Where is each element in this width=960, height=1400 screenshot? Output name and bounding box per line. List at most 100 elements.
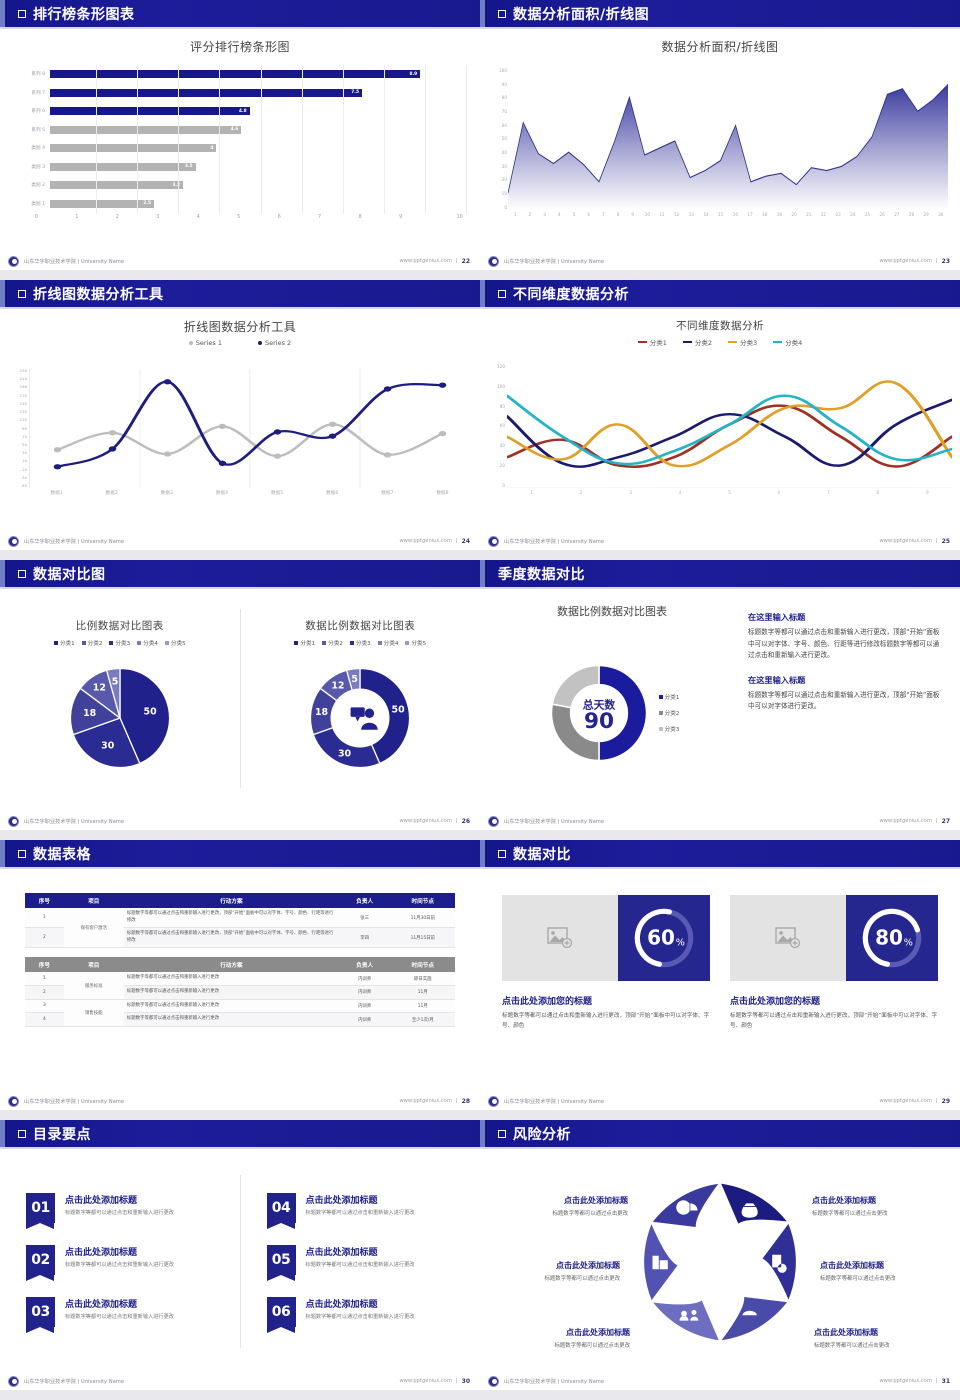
slide-thumbnail-30[interactable]: 目录要点 01 点击此处添加标题 标题数字等都可以通过点击和重新输入进行更改 02 点击… [0, 1120, 480, 1400]
line-y-axis: 230 210 190 170 150 130 110 90 70 50 30 10 -10 -30 -50 [10, 369, 27, 488]
legend-label: 分类3 [115, 641, 131, 647]
slide-thumbnail-24[interactable]: 折线图数据分析工具 折线图数据分析工具 Series 1 Series 2 230… [0, 280, 480, 560]
bar-value-label: 4.6 [230, 127, 239, 133]
agenda-item[interactable]: 02 点击此处添加标题 标题数字等都可以通过点击和重新输入进行更改 [26, 1245, 226, 1281]
slide-thumbnail-28[interactable]: 数据表格 序号 项目 行动方案 负责人 时间节点 1 保有客户激活 标题数字等都可以通过点击和… [0, 840, 480, 1120]
line-y-tick: 110 [19, 417, 27, 423]
coins-document-icon [772, 1254, 787, 1273]
legend-label: 分类1 [649, 339, 667, 347]
table-header-row: 序号 项目 行动方案 负责人 时间节点 [25, 957, 455, 973]
comparison-card[interactable]: 60% 点击此处添加您的标题 标题数字等都可以通过点击和重新输入进行更改，顶部“… [502, 895, 710, 1068]
bar-value-label: 2.5 [143, 201, 151, 207]
area-chart: 100 90 80 70 60 50 40 30 20 10 0 [492, 68, 948, 228]
risk-label-1: 点击此处添加标题 标题数字等都可以通过点击更改 [488, 1195, 628, 1217]
line-plot [29, 369, 470, 488]
slide-thumbnail-23[interactable]: 数据分析面积/折线图 数据分析面积/折线图 100 90 80 70 60 50 40 30 2… [480, 0, 960, 280]
bar-value-label: 3.2 [172, 182, 181, 188]
agenda-item[interactable]: 05 点击此处添加标题 标题数字等都可以通过点击和重新输入进行更改 [266, 1245, 467, 1281]
table-row: 2 标题数字等都可以通过点击和重新输入进行更改，顶部“开始”面板中可以对字体、字号… [25, 927, 455, 949]
agenda-heading: 点击此处添加标题 [305, 1248, 378, 1258]
slide-footer: 山东华宇职业技术学院 | University Name www.pptgeni… [480, 532, 960, 550]
agenda-item[interactable]: 03 点击此处添加标题 标题数字等都可以通过点击和重新输入进行更改 [26, 1297, 226, 1333]
slide-header: 排行榜条形图表 [0, 0, 480, 27]
table-column-header: 行动方案 [123, 893, 339, 908]
line-y-tick: 210 [19, 376, 27, 382]
slide-header: 数据分析面积/折线图 [480, 0, 960, 27]
slide-body: 60% 点击此处添加您的标题 标题数字等都可以通过点击和重新输入进行更改，顶部“… [480, 869, 960, 1090]
bar-row: 类别 3 3.5 [14, 158, 466, 177]
slide-thumbnail-27[interactable]: 季度数据对比 数据比例数据对比图表 总天数 90 分类1 分类2 分类3 在这里输入标… [480, 560, 960, 840]
agenda-item[interactable]: 04 点击此处添加标题 标题数字等都可以通过点击和重新输入进行更改 [266, 1193, 467, 1229]
image-placeholder-icon[interactable] [502, 895, 618, 981]
slide-thumbnail-25[interactable]: 不同维度数据分析 不同维度数据分析 分类1 分类2 分类3 分类4 120 100 80 6… [480, 280, 960, 560]
bar-x-tick: 9 [398, 214, 403, 220]
doughnut-holder: 总天数 90 分类1 分类2 分类3 [490, 629, 734, 796]
multiline-x-tick: 6 [777, 491, 781, 496]
bar-row: 类别 1 2.5 [14, 195, 466, 214]
slide-title: 折线图数据分析工具 [33, 286, 164, 303]
slide-thumbnail-26[interactable]: 数据对比图 比例数据对比图表 分类1 分类2 分类3 分类4 分类5 50 30 18 12 5… [0, 560, 480, 840]
bar-chart: 系列 8 8.9 系列 7 7.5 系列 6 4.8 系列 5 4.6 类别 4 4 类别 3 3.5… [14, 65, 467, 228]
agenda-item[interactable]: 01 点击此处添加标题 标题数字等都可以通过点击和重新输入进行更改 [26, 1193, 226, 1229]
footer-separator: | [455, 258, 458, 264]
chart-title: 数据比例数据对比图表 [305, 620, 416, 632]
legend-swatch-icon [164, 641, 169, 645]
footer-left: 山东华宇职业技术学院 | University Name [8, 1375, 124, 1387]
slide-title: 数据对比 [513, 846, 571, 863]
footer-right: www.pptgenius.com | 26 [399, 818, 470, 825]
area-y-tick: 70 [501, 109, 507, 115]
line-y-tick: 70 [22, 433, 27, 439]
slide-header: 季度数据对比 [480, 560, 960, 587]
legend-swatch-icon [53, 641, 58, 645]
square-bullet-icon [18, 289, 26, 298]
slide-thumbnail-31[interactable]: 风险分析 点击此处添加标题 标题数字等都可以通过点击更改 点击此处添加标题 标题… [480, 1120, 960, 1400]
slide-thumbnail-29[interactable]: 数据对比 [480, 840, 960, 1120]
university-logo-icon [8, 255, 19, 267]
area-x-axis: 1 2 3 4 5 6 7 8 9 10 11 12 13 14 15 16 17 18 19 20 21 22 23 24 2… [508, 212, 948, 226]
legend-item: 分类1 [658, 693, 679, 701]
agenda-number-badge: 03 [26, 1297, 55, 1333]
footer-site: www.pptgenius.com [879, 538, 932, 544]
table-header-row: 序号 项目 行动方案 负责人 时间节点 [25, 893, 455, 908]
pinwheel-blade[interactable] [718, 1294, 790, 1342]
slide-card: 数据对比图 比例数据对比图表 分类1 分类2 分类3 分类4 分类5 50 30 18 12 5… [0, 560, 480, 830]
university-logo-icon [8, 535, 19, 547]
footer-left: 山东华宇职业技术学院 | University Name [8, 1095, 124, 1107]
card-body: 标题数字等都可以通过点击和重新输入进行更改，顶部“开始”面板中可以对字体、字号、… [502, 1013, 710, 1030]
table-row: 1 服务标准 标题数字等都可以通过点击和重新输入进行更改 内训师 即日实施 [25, 972, 455, 1000]
bar-fill: 3.5 [50, 162, 196, 171]
comparison-card[interactable]: 80% 点击此处添加您的标题 标题数字等都可以通过点击和重新输入进行更改，顶部“… [730, 895, 938, 1068]
risk-label-body: 标题数字等都可以通过点击更改 [544, 1276, 620, 1282]
line-chart: 230 210 190 170 150 130 110 90 70 50 30 10 -10 -30 -50… [10, 369, 470, 508]
legend-item: 分类3 [728, 337, 757, 347]
page-number: 30 [461, 1377, 470, 1385]
agenda-heading: 点击此处添加标题 [65, 1300, 138, 1310]
agenda-body: 标题数字等都可以通过点击和重新输入进行更改 [65, 1262, 174, 1268]
area-y-tick: 20 [501, 177, 507, 183]
area-series-path [508, 84, 948, 210]
slide-title: 目录要点 [33, 1126, 91, 1143]
table-cell: 2 [25, 927, 64, 949]
legend-swatch-icon [658, 726, 663, 731]
table-column-header: 项目 [63, 957, 124, 973]
slide-body: 评分排行榜条形图 系列 8 8.9 系列 7 7.5 系列 6 4.8 系列 5 4.6 类别 … [0, 29, 480, 250]
legend-swatch-icon [109, 641, 114, 645]
agenda-number-badge: 06 [266, 1297, 296, 1333]
svg-text:30: 30 [338, 748, 352, 759]
area-x-tick: 17 [747, 212, 753, 217]
pinwheel-blade[interactable] [718, 1181, 791, 1226]
bar-x-tick: 0 [34, 214, 38, 220]
image-placeholder-icon[interactable] [730, 895, 846, 981]
svg-text:50: 50 [143, 706, 157, 717]
doughnut-legend: 分类1 分类2 分类3 [658, 693, 679, 733]
slide-thumbnail-22[interactable]: 排行榜条形图表 评分排行榜条形图 系列 8 8.9 系列 7 7.5 系列 6 4.8 系列… [0, 0, 480, 280]
agenda-body: 标题数字等都可以通过点击和重新输入进行更改 [305, 1210, 415, 1216]
agenda-item[interactable]: 06 点击此处添加标题 标题数字等都可以通过点击和重新输入进行更改 [266, 1297, 467, 1333]
card-body: 标题数字等都可以通过点击和重新输入进行更改，顶部“开始”面板中可以对字体、字号、… [730, 1013, 938, 1030]
pie-chart-icon [676, 1199, 698, 1215]
bar-x-tick: 1 [75, 214, 79, 220]
table-cell: 4 [25, 1012, 64, 1027]
progress-unit: % [676, 937, 685, 948]
